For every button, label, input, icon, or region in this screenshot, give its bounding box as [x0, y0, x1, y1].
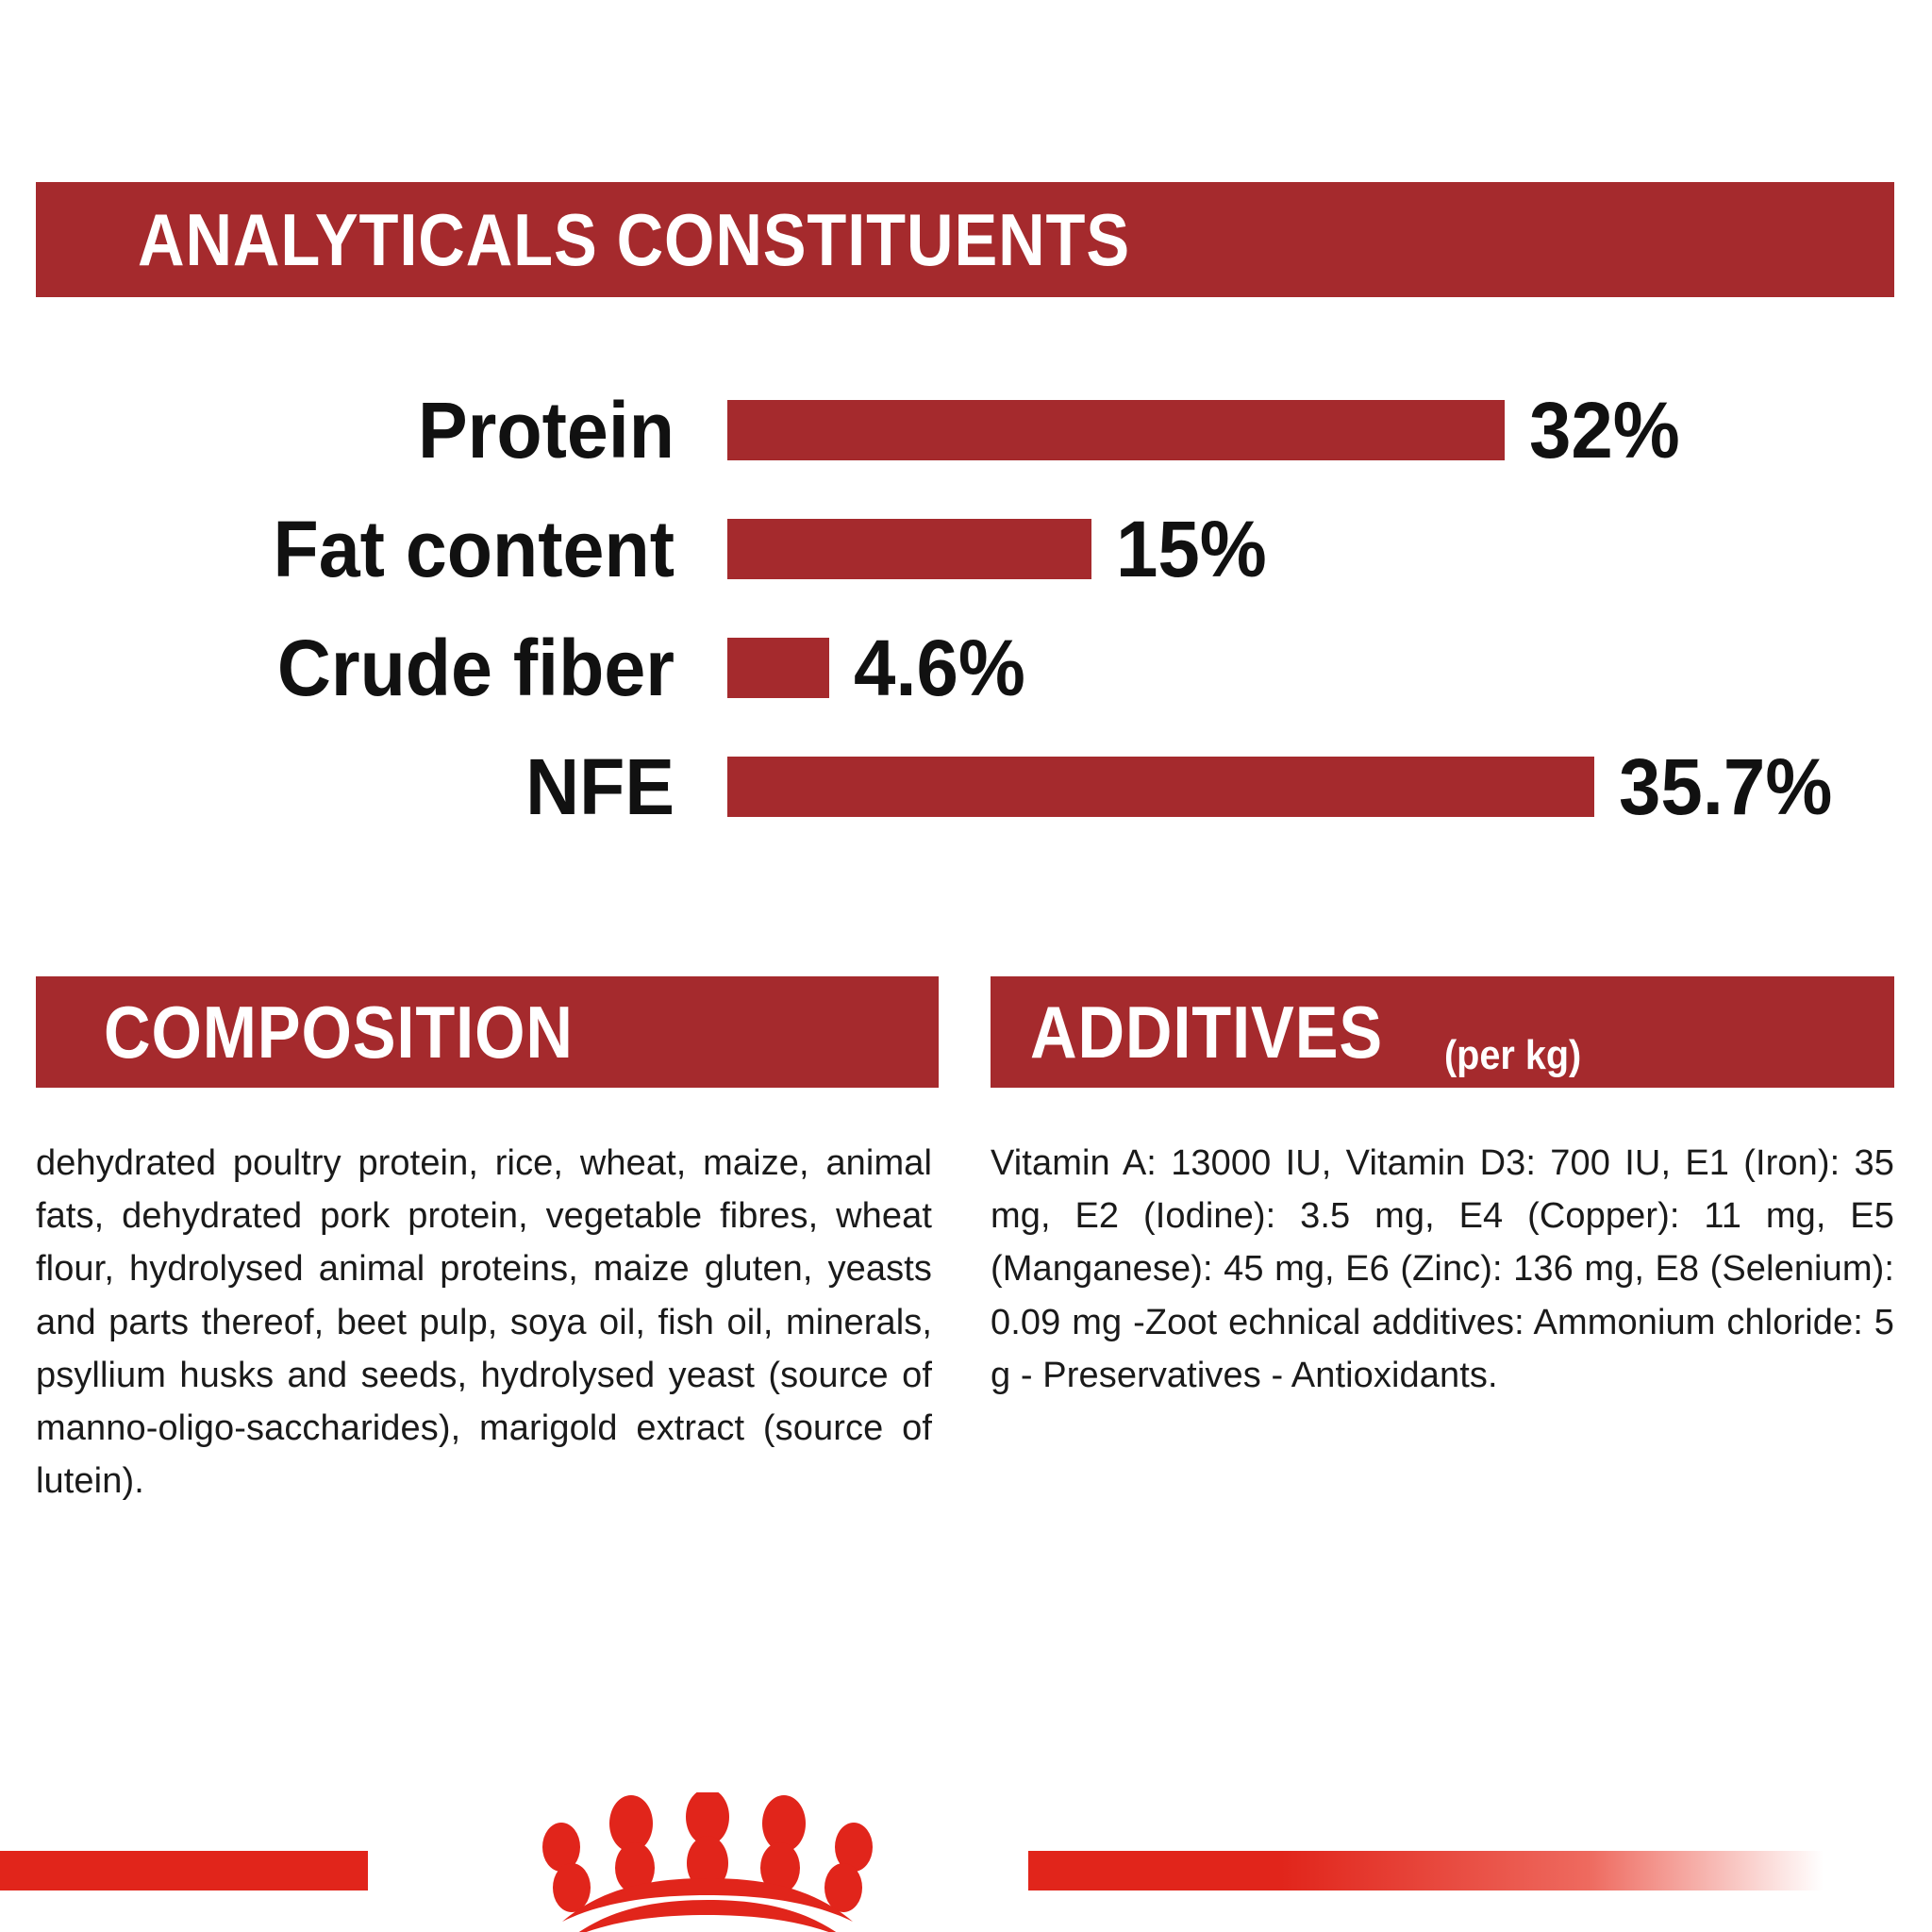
analyticals-bar-chart: Protein 32% Fat content 15% Crude fiber …: [0, 377, 1932, 858]
footer: [0, 1792, 1932, 1932]
bar-zone-fat-content: 15%: [727, 496, 1274, 602]
bar-value-nfe: 35.7%: [1619, 742, 1833, 831]
bar-zone-nfe: 35.7%: [727, 734, 1843, 840]
bar-label-fat-content: Fat content: [273, 505, 675, 593]
bar-protein: [727, 400, 1505, 460]
bar-value-protein: 32%: [1529, 386, 1680, 475]
footer-rule-left: [0, 1851, 368, 1890]
bar-zone-crude-fiber: 4.6%: [727, 615, 1034, 721]
additives-banner: ADDITIVES (per kg): [991, 976, 1894, 1088]
additives-unit-note: (per kg): [1444, 1032, 1582, 1078]
additives-body-text: Vitamin A: 13000 IU, Vitamin D3: 700 IU,…: [991, 1143, 1894, 1395]
composition-title: COMPOSITION: [104, 991, 574, 1074]
bar-label-crude-fiber: Crude fiber: [276, 624, 675, 712]
bar-label-protein: Protein: [417, 386, 675, 475]
chart-row-crude-fiber: Crude fiber 4.6%: [0, 615, 1932, 721]
footer-rule-right: [1028, 1851, 1932, 1890]
composition-banner: COMPOSITION: [36, 976, 939, 1088]
chart-row-fat-content: Fat content 15%: [0, 496, 1932, 602]
bar-fat-content: [727, 519, 1091, 579]
bar-value-crude-fiber: 4.6%: [854, 624, 1025, 712]
bar-zone-protein: 32%: [727, 377, 1688, 483]
bar-label-nfe: NFE: [525, 742, 675, 831]
bar-value-fat-content: 15%: [1116, 505, 1267, 593]
chart-row-protein: Protein 32%: [0, 377, 1932, 483]
royal-canin-crown-logo: [542, 1792, 873, 1932]
additives-title: ADDITIVES: [1030, 991, 1384, 1074]
chart-row-nfe: NFE 35.7%: [0, 734, 1932, 840]
page-title: ANALYTICALS CONSTITUENTS: [138, 198, 1131, 281]
bar-nfe: [727, 757, 1594, 817]
analyticals-constituents-banner: ANALYTICALS CONSTITUENTS: [36, 182, 1894, 297]
composition-body-text: dehydrated poultry protein, rice, wheat,…: [36, 1143, 932, 1502]
bar-crude-fiber: [727, 638, 829, 698]
